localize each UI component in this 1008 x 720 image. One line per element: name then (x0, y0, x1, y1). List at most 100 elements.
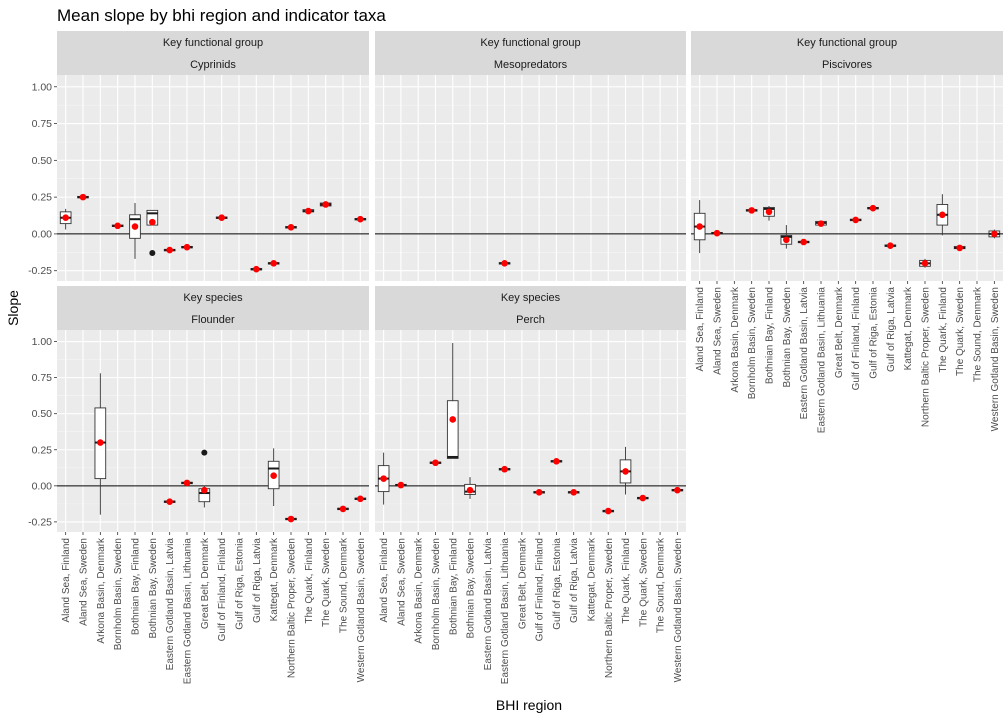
mean-point (287, 223, 295, 231)
x-tick-label: Eastern Gotland Basin, Lithuania (817, 287, 828, 434)
mean-point (62, 214, 69, 222)
mean-point (956, 244, 963, 252)
chart-title: Mean slope by bhi region and indicator t… (57, 6, 386, 25)
x-tick-label: Gulf of Finland, Finland (535, 538, 546, 641)
mean-point (817, 220, 825, 227)
strip-group-label: Key functional group (480, 37, 580, 49)
strip-group-bg (375, 31, 686, 53)
panel-background (375, 75, 686, 281)
strip-taxon-bg (57, 53, 369, 75)
x-tick-label: Bothnian Bay, Finland (448, 538, 459, 635)
mean-point (201, 486, 208, 494)
x-tick-label: The Quark, Finland (304, 538, 315, 624)
box-bothnian-bay-sweden (780, 225, 793, 249)
box-the-quark-finland (619, 446, 632, 495)
box-gulf-of-finland-finland (533, 489, 545, 496)
box-gulf-of-riga-estonia (867, 204, 879, 212)
box-northern-baltic-proper-sweden (919, 258, 931, 268)
mean-point (380, 475, 387, 482)
box-the-quark-sweden (636, 494, 649, 502)
x-tick-label: Great Belt, Denmark (834, 286, 845, 378)
mean-point (322, 201, 329, 208)
box-eastern-gotland-basin-latvia (163, 498, 176, 506)
mean-point (166, 246, 173, 254)
strip-group-label: Key functional group (163, 37, 263, 49)
box-arkona-basin-denmark (94, 373, 107, 515)
box-aland-sea-sweden (77, 193, 89, 201)
x-tick-label: Northern Baltic Proper, Sweden (287, 538, 298, 678)
x-tick-label: Western Gotland Basin, Sweden (673, 538, 684, 682)
strip-taxon-label: Perch (516, 314, 545, 326)
mean-point (97, 439, 104, 446)
box-the-quark-sweden (319, 201, 332, 208)
strip-taxon-bg (57, 308, 369, 330)
x-tick-label: The Quark, Sweden (321, 538, 332, 627)
strip-taxon-label: Mesopredators (494, 59, 568, 71)
panel-perch: Key species Perch Aland Sea, Finland Aland … (375, 286, 686, 684)
y-tick-label: -0.25 (28, 516, 52, 528)
outlier-point (201, 449, 208, 456)
x-tick-label: Gulf of Riga, Estonia (869, 287, 880, 379)
box-eastern-gotland-basin-latvia (797, 238, 810, 246)
mean-point (852, 216, 859, 224)
mean-point (501, 260, 508, 267)
box-western-gotland-basin-sweden (671, 486, 684, 494)
mean-point (79, 193, 87, 201)
mean-point (800, 238, 807, 246)
y-tick-label: 1.00 (32, 336, 53, 348)
box-western-gotland-basin-sweden (354, 215, 367, 223)
mean-point (166, 498, 173, 506)
y-tick-label: 0.25 (32, 444, 53, 456)
x-tick-label: Eastern Gotland Basin, Latvia (799, 287, 810, 420)
mean-point (253, 265, 260, 273)
strip-taxon-label: Flounder (191, 314, 235, 326)
y-tick-label: 1.00 (32, 81, 53, 93)
box-kattegat-denmark (267, 260, 280, 267)
x-tick-label: Great Belt, Denmark (517, 537, 528, 629)
strip-taxon-bg (375, 308, 686, 330)
y-tick-label: 0.50 (32, 155, 53, 167)
box-great-belt-denmark (198, 449, 211, 508)
x-tick-label: Kattegat, Denmark (903, 286, 914, 370)
mean-point (305, 207, 312, 215)
mean-point (696, 223, 703, 230)
mean-point (357, 495, 364, 503)
facet-panels: Key functional group Cyprinids -0.25 0.00 0.… (28, 31, 1003, 684)
box-aland-sea-finland (693, 200, 706, 254)
x-tick-label: The Quark, Finland (621, 538, 632, 624)
box-eastern-gotland-basin-lithuania (498, 260, 511, 267)
x-tick-label: Aland Sea, Finland (695, 287, 706, 372)
mean-point (535, 489, 543, 496)
x-tick-label: Eastern Gotland Basin, Latvia (165, 538, 176, 671)
x-tick-label: Eastern Gotland Basin, Lithuania (500, 538, 511, 685)
mean-point (674, 486, 681, 494)
box-gulf-of-riga-latvia (884, 242, 897, 249)
mean-point (570, 489, 577, 496)
box-gulf-of-riga-latvia (567, 489, 580, 496)
x-tick-label: Bothnian Bay, Finland (131, 538, 142, 635)
x-tick-label: The Quark, Sweden (955, 287, 966, 376)
x-tick-label: Great Belt, Denmark (200, 537, 211, 629)
x-tick-label: Northern Baltic Proper, Sweden (921, 287, 932, 427)
panel-cyprinids: Key functional group Cyprinids -0.25 0.00 0.… (28, 31, 369, 281)
x-tick-label: The Quark, Sweden (638, 538, 649, 627)
box-kattegat-denmark (267, 448, 280, 507)
mean-point (604, 507, 612, 515)
mean-point (869, 204, 877, 212)
box-gulf-of-finland-finland (215, 214, 228, 222)
x-tick-label: Bothnian Bay, Sweden (782, 287, 793, 387)
mean-point (887, 242, 894, 249)
strip-group-bg (375, 286, 686, 308)
box-bornholm-basin-sweden (429, 459, 442, 467)
strip-taxon-label: Piscivores (822, 59, 873, 71)
x-tick-label: Gulf of Finland, Finland (217, 538, 228, 641)
y-tick-label: 0.75 (32, 372, 53, 384)
x-tick-label: Arkona Basin, Denmark (730, 286, 741, 393)
box-northern-baltic-proper-sweden (285, 515, 297, 523)
panel-background (57, 75, 369, 281)
strip-taxon-label: Cyprinids (190, 59, 236, 71)
panel-background (57, 330, 369, 532)
box-aland-sea-sweden (395, 481, 407, 489)
y-axis-title: Slope (5, 290, 21, 326)
box-the-quark-finland (302, 207, 315, 215)
